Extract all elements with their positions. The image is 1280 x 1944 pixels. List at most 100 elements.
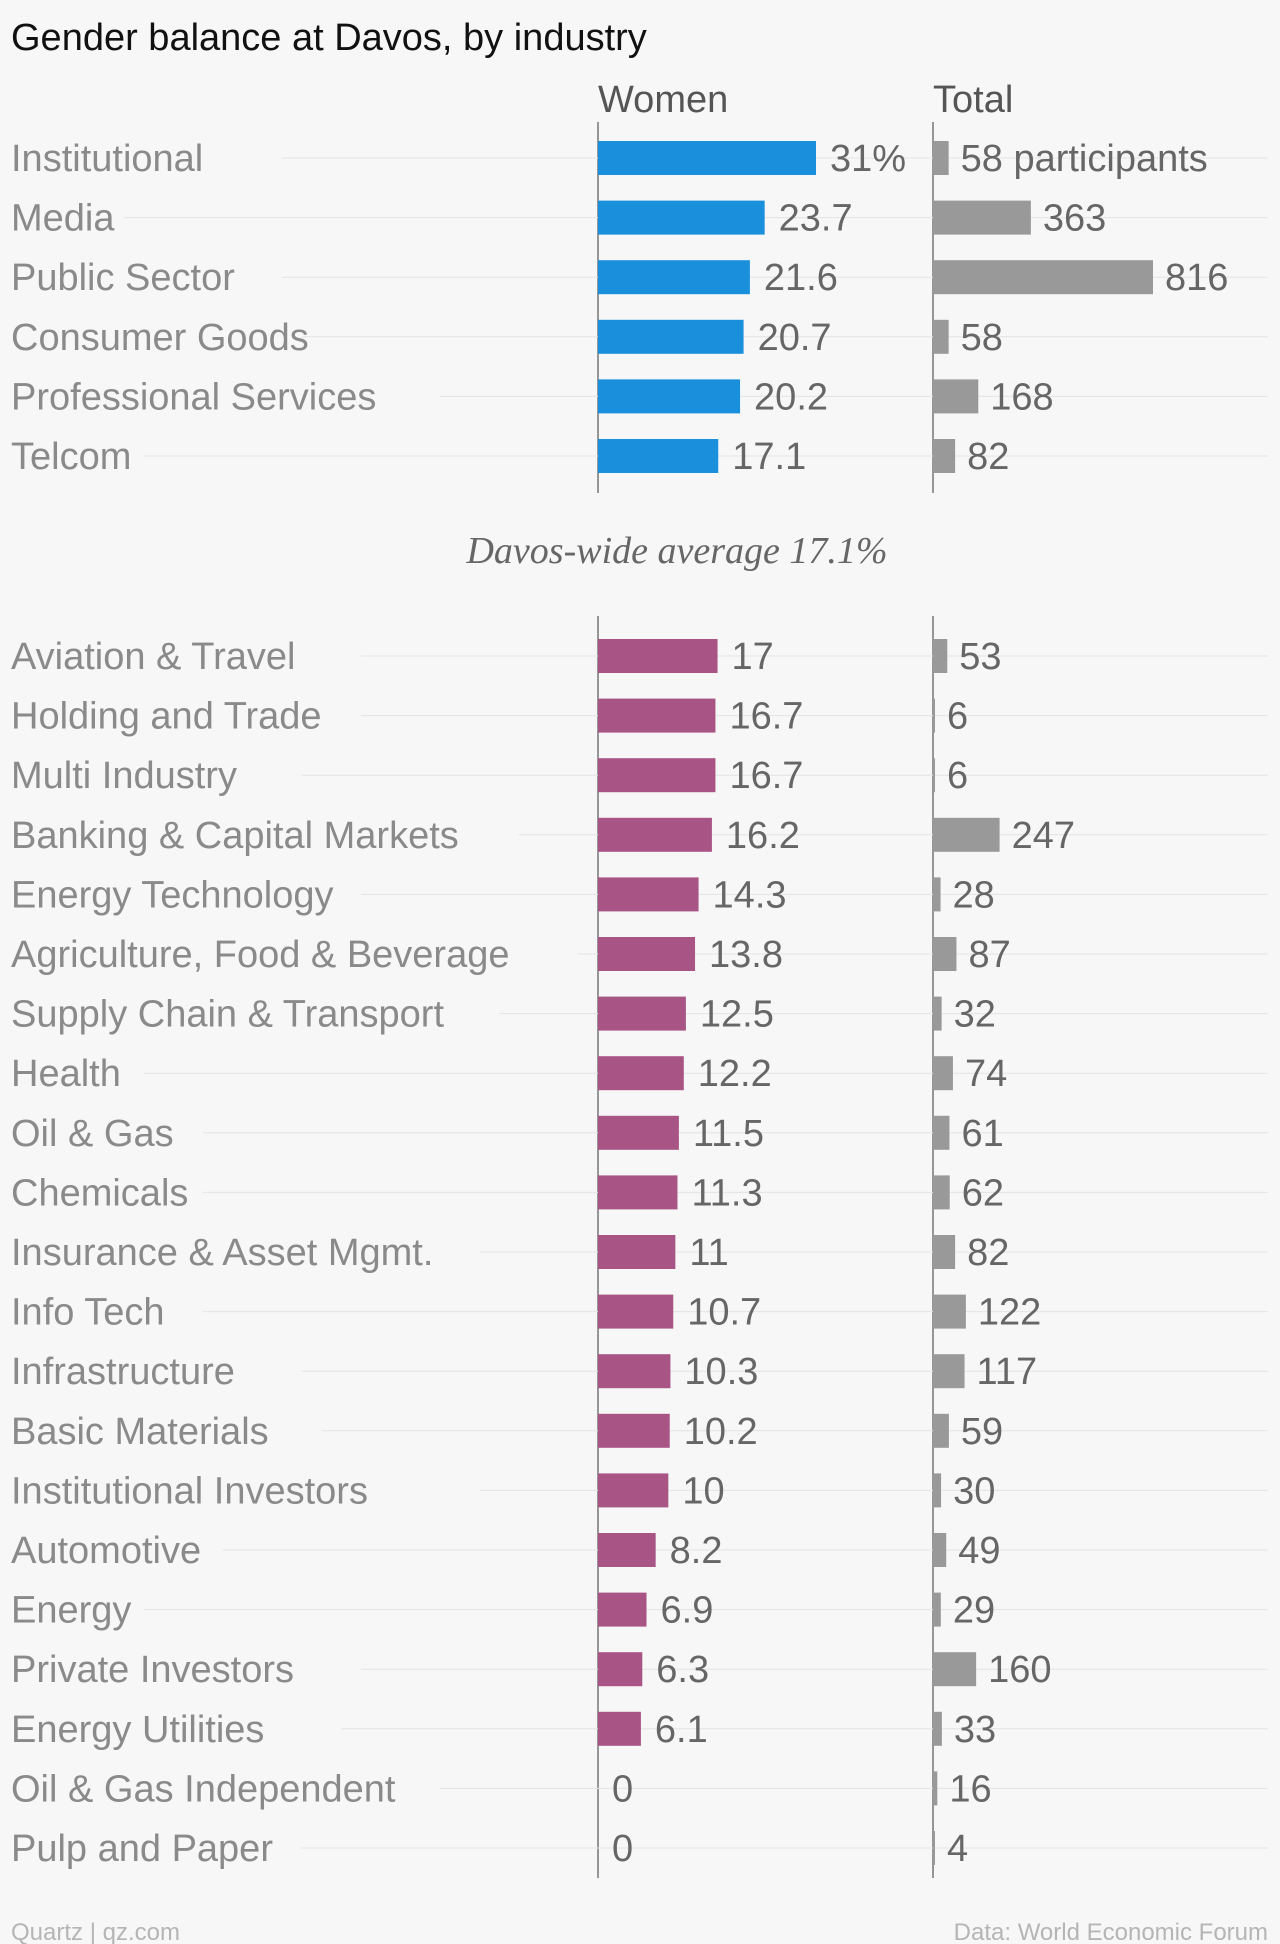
total-value-label: 28 bbox=[953, 874, 995, 916]
total-value-label: 160 bbox=[988, 1649, 1051, 1691]
total-bar bbox=[933, 319, 949, 354]
category-label: Automotive bbox=[11, 1530, 201, 1572]
women-bar bbox=[598, 439, 719, 473]
total-value-label: 49 bbox=[958, 1530, 1000, 1572]
women-value-label: 11.5 bbox=[693, 1113, 764, 1155]
total-value-label: 4 bbox=[947, 1828, 968, 1870]
category-label: Oil & Gas bbox=[11, 1113, 174, 1155]
total-bar bbox=[933, 996, 942, 1031]
women-bar bbox=[598, 758, 716, 793]
total-value-label: 62 bbox=[962, 1172, 1004, 1214]
women-value-label: 17 bbox=[732, 636, 774, 678]
total-column-header: Total bbox=[933, 79, 1013, 121]
women-bar bbox=[598, 1175, 678, 1210]
total-value-label: 87 bbox=[968, 934, 1010, 976]
total-bar bbox=[933, 1175, 950, 1210]
women-value-label: 6.3 bbox=[656, 1649, 709, 1691]
women-value-label: 8.2 bbox=[670, 1530, 723, 1572]
total-value-label: 33 bbox=[954, 1709, 996, 1751]
women-bar bbox=[598, 698, 716, 733]
category-label: Institutional bbox=[11, 138, 203, 180]
women-bar bbox=[598, 1056, 684, 1091]
total-bar bbox=[933, 1354, 965, 1389]
women-bar bbox=[598, 639, 718, 673]
women-bar bbox=[598, 1711, 641, 1746]
category-label: Professional Services bbox=[11, 376, 376, 418]
total-value-label: 247 bbox=[1012, 815, 1075, 857]
category-label: Infrastructure bbox=[11, 1351, 235, 1393]
total-bar bbox=[933, 1533, 947, 1567]
footer-source-left: Quartz | qz.com bbox=[11, 1919, 180, 1944]
women-value-label: 23.7 bbox=[779, 198, 853, 240]
women-bar bbox=[598, 141, 816, 175]
total-bar bbox=[933, 379, 979, 414]
total-bar bbox=[933, 260, 1153, 295]
total-value-label: 16 bbox=[949, 1768, 991, 1810]
women-bar bbox=[598, 877, 699, 912]
category-label: Private Investors bbox=[11, 1649, 294, 1691]
category-label: Public Sector bbox=[11, 257, 235, 299]
total-value-label: 53 bbox=[959, 636, 1001, 678]
women-value-label: 11.3 bbox=[691, 1172, 762, 1214]
total-value-label: 59 bbox=[961, 1411, 1003, 1453]
women-value-label: 12.5 bbox=[700, 994, 774, 1036]
total-bar bbox=[933, 1652, 977, 1687]
total-bar bbox=[933, 1592, 941, 1627]
women-bar bbox=[598, 817, 712, 852]
category-label: Telcom bbox=[11, 436, 131, 478]
footer-source-right: Data: World Economic Forum bbox=[954, 1919, 1268, 1944]
total-value-label: 816 bbox=[1165, 257, 1228, 299]
total-value-label: 117 bbox=[977, 1351, 1038, 1393]
women-value-label: 20.7 bbox=[758, 317, 832, 359]
women-value-label: 21.6 bbox=[764, 257, 838, 299]
women-bar bbox=[598, 200, 765, 235]
women-bar bbox=[598, 1652, 643, 1687]
category-label: Banking & Capital Markets bbox=[11, 815, 459, 857]
women-value-label: 11 bbox=[689, 1232, 728, 1274]
total-value-label: 122 bbox=[978, 1292, 1041, 1334]
women-column-header: Women bbox=[598, 79, 728, 121]
women-value-label: 16.7 bbox=[729, 755, 803, 797]
women-value-label: 12.2 bbox=[698, 1053, 772, 1095]
women-bar bbox=[598, 1533, 656, 1567]
total-value-label: 82 bbox=[967, 1232, 1009, 1274]
women-value-label: 13.8 bbox=[709, 934, 783, 976]
total-bar bbox=[933, 758, 935, 793]
women-value-label: 6.1 bbox=[655, 1709, 708, 1751]
category-label: Chemicals bbox=[11, 1172, 188, 1214]
total-bar bbox=[933, 439, 956, 473]
total-bar bbox=[933, 1711, 942, 1746]
total-bar bbox=[933, 1413, 949, 1448]
women-bar bbox=[598, 1592, 647, 1627]
total-value-label: 363 bbox=[1043, 198, 1106, 240]
category-label: Insurance & Asset Mgmt. bbox=[11, 1232, 433, 1274]
total-bar bbox=[933, 937, 957, 971]
women-bar bbox=[598, 937, 696, 971]
total-bar bbox=[933, 698, 935, 733]
total-value-label: 74 bbox=[965, 1053, 1007, 1095]
category-label: Health bbox=[11, 1053, 121, 1095]
women-value-label: 10 bbox=[682, 1470, 724, 1512]
total-bar bbox=[933, 877, 941, 912]
total-bar bbox=[933, 1294, 966, 1329]
total-bar bbox=[933, 817, 1000, 852]
category-label: Institutional Investors bbox=[11, 1470, 368, 1512]
category-label: Oil & Gas Independent bbox=[11, 1768, 396, 1810]
total-bar bbox=[933, 1473, 942, 1508]
category-label: Pulp and Paper bbox=[11, 1828, 273, 1870]
total-value-label: 82 bbox=[967, 436, 1009, 478]
total-bar bbox=[933, 1771, 938, 1806]
category-label: Energy bbox=[11, 1590, 131, 1632]
category-label: Energy Technology bbox=[11, 874, 334, 916]
category-label: Basic Materials bbox=[11, 1411, 269, 1453]
women-bar bbox=[598, 1235, 676, 1269]
total-value-label: 30 bbox=[953, 1470, 995, 1512]
category-label: Media bbox=[11, 198, 115, 240]
category-label: Aviation & Travel bbox=[11, 636, 295, 678]
category-label: Consumer Goods bbox=[11, 317, 309, 359]
category-label: Agriculture, Food & Beverage bbox=[11, 934, 510, 976]
total-bar bbox=[933, 1831, 935, 1865]
women-bar bbox=[598, 260, 750, 295]
total-value-label: 32 bbox=[954, 994, 996, 1036]
